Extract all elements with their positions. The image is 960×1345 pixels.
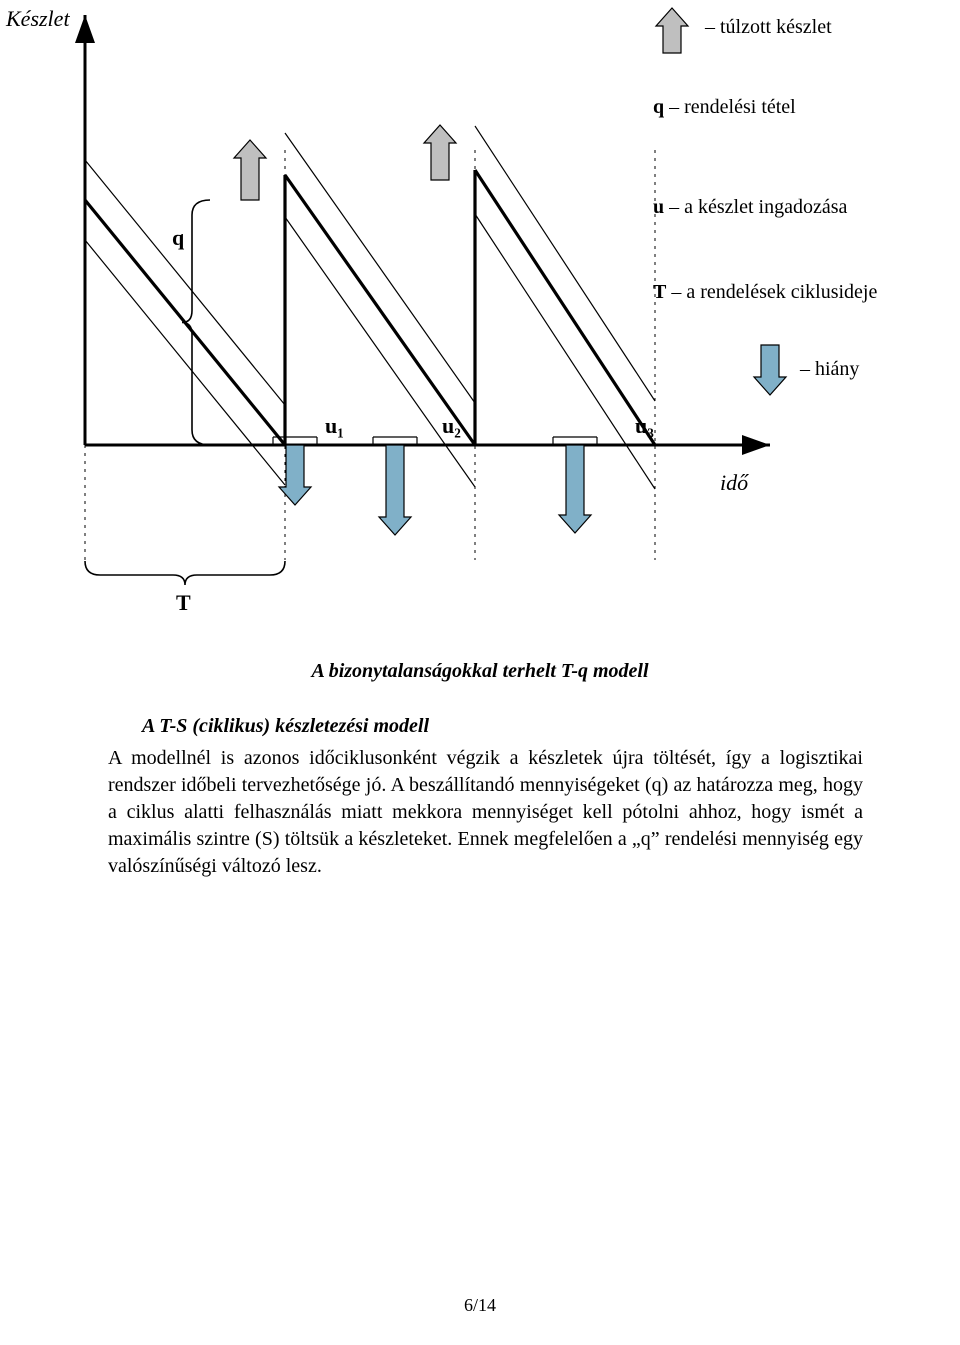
- legend-item-1-text: – rendelési tétel: [664, 96, 796, 118]
- legend-item-1: q – rendelési tétel: [653, 96, 796, 119]
- body-paragraph: A modellnél is azonos időciklusonként vé…: [108, 745, 863, 880]
- diagram-svg: [0, 0, 960, 620]
- legend-item-0-text: – túlzott készlet: [705, 16, 832, 38]
- y-axis-label: Készlet: [6, 6, 70, 32]
- legend-item-4-text: – hiány: [800, 358, 859, 380]
- legend-item-0: – túlzott készlet: [705, 16, 832, 39]
- legend-item-4: – hiány: [800, 358, 859, 381]
- page: Készlet idő q T u₁ u₂ u₃ – túlzott készl…: [0, 0, 960, 1345]
- u2-label: u₂: [442, 413, 461, 439]
- x-axis-label: idő: [720, 470, 748, 496]
- t-brace-label: T: [176, 590, 191, 616]
- figure-caption: A bizonytalanságokkal terhelt T-q modell: [0, 660, 960, 683]
- legend-item-2-text: – a készlet ingadozása: [664, 196, 847, 218]
- u3-label: u₃: [635, 413, 654, 439]
- legend-item-1-prefix: q: [653, 96, 664, 118]
- legend-item-3-prefix: T: [653, 281, 666, 303]
- diagram-container: Készlet idő q T u₁ u₂ u₃ – túlzott készl…: [0, 0, 960, 620]
- q-brace-label: q: [172, 225, 184, 251]
- legend-item-3-text: – a rendelések ciklusideje: [666, 281, 877, 303]
- u1-label: u₁: [325, 413, 344, 439]
- legend-item-2: u – a készlet ingadozása: [653, 196, 847, 219]
- legend-item-2-prefix: u: [653, 196, 664, 218]
- legend-item-3: T – a rendelések ciklusideje: [653, 281, 877, 304]
- page-number: 6/14: [0, 1295, 960, 1316]
- section-heading: A T-S (ciklikus) készletezési modell: [142, 715, 429, 738]
